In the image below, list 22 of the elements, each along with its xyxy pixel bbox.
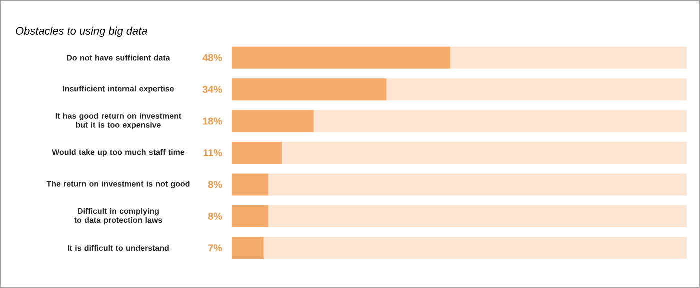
bar — [232, 110, 314, 132]
bar — [232, 237, 264, 260]
bar — [282, 142, 688, 164]
data-label: 18% — [203, 118, 222, 125]
bar — [264, 237, 688, 260]
bar — [268, 174, 688, 196]
data-label: 11% — [204, 149, 222, 157]
bar — [232, 174, 268, 196]
bar — [450, 46, 688, 69]
data-label: 48% — [202, 54, 222, 62]
bar — [232, 78, 387, 101]
bar — [232, 205, 268, 228]
bar — [232, 46, 450, 69]
text: Obstacles to using big data — [16, 26, 148, 38]
data-label: 8% — [208, 181, 222, 188]
data-label: 7% — [208, 244, 222, 252]
bar — [232, 142, 282, 164]
bar — [314, 110, 688, 132]
data-label: 8% — [208, 212, 222, 220]
data-label: 34% — [202, 86, 222, 94]
bar — [386, 78, 688, 101]
bar — [268, 205, 688, 228]
